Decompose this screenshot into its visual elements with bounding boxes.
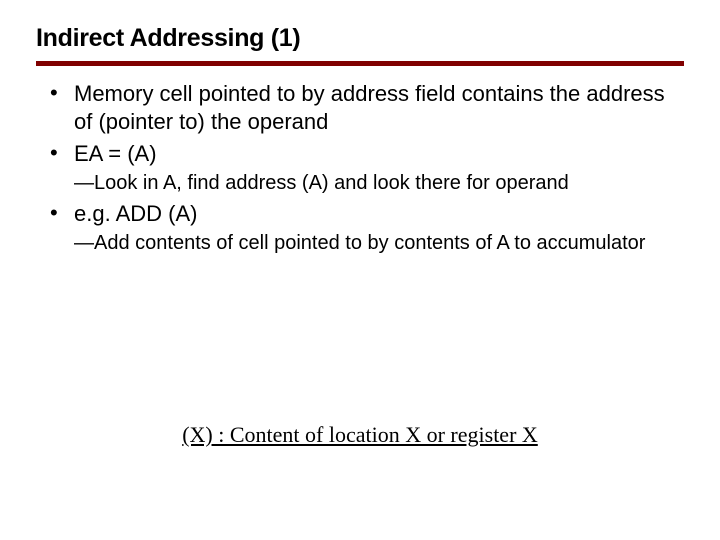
sub-text: —Look in A, find address (A) and look th…: [74, 170, 684, 196]
slide-content: Memory cell pointed to by address field …: [36, 80, 684, 256]
bullet-item: Memory cell pointed to by address field …: [40, 80, 684, 136]
bullet-text: Memory cell pointed to by address field …: [74, 80, 684, 136]
sub-item: —Add contents of cell pointed to by cont…: [74, 230, 684, 256]
title-underline: [36, 61, 684, 66]
sub-list: —Add contents of cell pointed to by cont…: [74, 230, 684, 256]
footnote: (X) : Content of location X or register …: [0, 422, 720, 448]
bullet-text: e.g. ADD (A): [74, 200, 684, 228]
bullet-list: Memory cell pointed to by address field …: [40, 80, 684, 256]
bullet-text: EA = (A): [74, 140, 684, 168]
bullet-item: e.g. ADD (A) —Add contents of cell point…: [40, 200, 684, 256]
sub-text: —Add contents of cell pointed to by cont…: [74, 230, 684, 256]
slide-title: Indirect Addressing (1): [36, 24, 684, 59]
sub-item: —Look in A, find address (A) and look th…: [74, 170, 684, 196]
bullet-item: EA = (A) —Look in A, find address (A) an…: [40, 140, 684, 196]
sub-list: —Look in A, find address (A) and look th…: [74, 170, 684, 196]
slide: Indirect Addressing (1) Memory cell poin…: [0, 0, 720, 540]
